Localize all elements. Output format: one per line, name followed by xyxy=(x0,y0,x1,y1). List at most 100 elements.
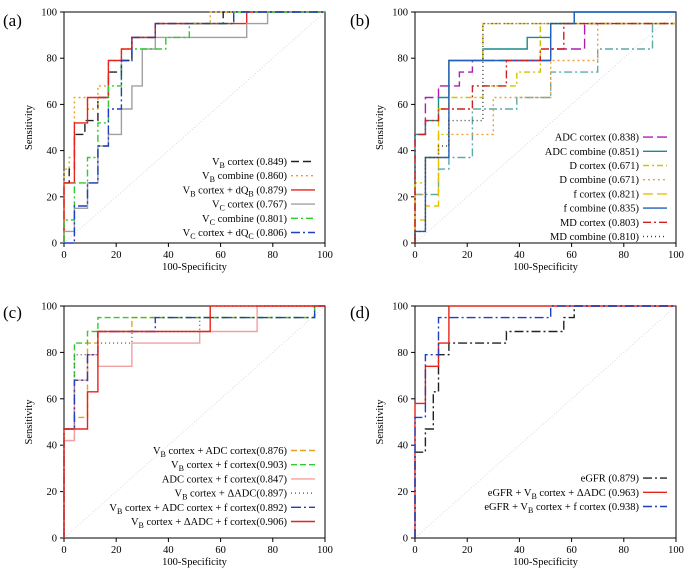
x-tick-label: 100 xyxy=(317,545,333,556)
y-tick-label: 60 xyxy=(398,394,409,405)
x-tick-label: 60 xyxy=(215,545,226,556)
x-tick-label: 20 xyxy=(462,250,473,261)
x-tick-label: 20 xyxy=(111,250,122,261)
roc-curve-5 xyxy=(64,11,325,244)
roc-curve-6 xyxy=(414,22,676,243)
roc-curve-4 xyxy=(63,11,325,243)
x-tick-label: 80 xyxy=(619,545,630,556)
y-tick-label: 0 xyxy=(403,534,408,545)
y-tick-label: 80 xyxy=(398,348,409,359)
legend-label: VB cortex (0.849) xyxy=(212,157,288,170)
legend-label: VC combine (0.801) xyxy=(202,214,287,227)
x-tick-label: 0 xyxy=(61,545,66,556)
legend-label: ADC cortex + f cortex(0.847) xyxy=(162,474,288,485)
x-axis-label: 100-Specificity xyxy=(162,262,227,273)
roc-curve-7 xyxy=(414,22,676,243)
x-tick-label: 40 xyxy=(514,250,525,261)
y-tick-label: 60 xyxy=(47,100,58,111)
y-axis-label: Sensitivity xyxy=(375,104,386,150)
legend-label: VB cortex + ΔADC + f cortex(0.906) xyxy=(131,517,288,530)
x-tick-label: 0 xyxy=(412,545,417,556)
reference-diagonal xyxy=(414,11,677,244)
x-axis-label: 100-Specificity xyxy=(513,262,578,273)
roc-curve-1 xyxy=(414,305,676,538)
roc-curve-4 xyxy=(414,22,676,243)
legend-label: MD cortex (0.803) xyxy=(560,218,640,229)
legend-label: VC cortex + dQC (0.806) xyxy=(183,228,288,241)
roc-curve-2 xyxy=(414,305,676,538)
legend-label: ADC cortex (0.838) xyxy=(555,133,640,144)
legend-label: VB cortex + dQB (0.879) xyxy=(183,185,288,198)
legend-label: VB cortex + ΔADC(0.897) xyxy=(174,489,287,502)
y-tick-label: 100 xyxy=(41,302,57,313)
x-tick-label: 80 xyxy=(268,545,279,556)
legend-label: ADC combine (0.851) xyxy=(545,147,640,158)
legend-label: eGFR (0.879) xyxy=(581,474,640,485)
plot-frame xyxy=(63,11,326,244)
x-tick-label: 100 xyxy=(668,250,684,261)
roc-curve-5 xyxy=(414,11,676,243)
y-tick-label: 20 xyxy=(398,487,409,498)
reference-diagonal xyxy=(63,305,326,539)
y-tick-label: 20 xyxy=(47,192,58,203)
roc-panel-0: 0 20 40 60 80 100 0 20 40 60 80 100 100-Specificity S… xyxy=(3,8,333,274)
y-axis-label: Sensitivity xyxy=(24,399,35,445)
roc-panel-1: 0 20 40 60 80 100 0 20 40 60 80 100 100-Specificity S… xyxy=(350,8,684,274)
roc-panel-3: 0 20 40 60 80 100 0 20 40 60 80 100 100-Specificity S… xyxy=(350,302,684,569)
reference-diagonal xyxy=(63,11,326,244)
x-tick-label: 40 xyxy=(163,545,174,556)
legend-label: VB cortex + ADC cortex(0.876) xyxy=(153,446,288,459)
x-tick-label: 80 xyxy=(619,250,630,261)
legend-label: eGFR + VB cortex + ΔADC (0.963) xyxy=(488,488,640,501)
legend-label: eGFR + VB cortex + f cortex (0.938) xyxy=(484,502,639,515)
panel-label: (a) xyxy=(3,11,22,30)
y-tick-label: 20 xyxy=(398,192,409,203)
y-tick-label: 0 xyxy=(52,534,57,545)
roc-curve-5 xyxy=(63,305,325,538)
panel-label: (c) xyxy=(3,303,22,322)
roc-curve-0 xyxy=(414,305,676,538)
legend-label: f cortex (0.821) xyxy=(573,189,639,200)
y-tick-label: 40 xyxy=(398,146,409,157)
legend-label: VC cortex (0.767) xyxy=(212,200,288,213)
x-tick-label: 0 xyxy=(412,250,417,261)
x-tick-label: 0 xyxy=(61,250,66,261)
y-tick-label: 100 xyxy=(41,8,57,19)
y-axis-label: Sensitivity xyxy=(375,399,386,445)
x-tick-label: 60 xyxy=(566,545,577,556)
y-tick-label: 40 xyxy=(47,441,58,452)
y-tick-label: 60 xyxy=(47,394,58,405)
y-tick-label: 40 xyxy=(398,441,409,452)
y-tick-label: 80 xyxy=(47,54,58,65)
legend-label: VB cortex + f cortex(0.903) xyxy=(171,460,287,473)
x-tick-label: 20 xyxy=(462,545,473,556)
roc-curve-extra-0 xyxy=(414,22,676,243)
x-tick-label: 40 xyxy=(163,250,174,261)
legend-label: VB combine (0.860) xyxy=(202,171,287,184)
x-tick-label: 100 xyxy=(317,250,333,261)
legend-label: MD combine (0.810) xyxy=(550,232,639,243)
y-tick-label: 20 xyxy=(47,487,58,498)
roc-curve-3 xyxy=(414,22,676,243)
legend-label: f combine (0.835) xyxy=(563,204,639,215)
panel-label: (b) xyxy=(350,11,370,30)
y-tick-label: 80 xyxy=(398,54,409,65)
panel-label: (d) xyxy=(350,303,370,322)
x-axis-label: 100-Specificity xyxy=(162,557,227,568)
reference-diagonal xyxy=(414,305,677,539)
roc-panel-2: 0 20 40 60 80 100 0 20 40 60 80 100 100-Specificity S… xyxy=(3,302,333,569)
y-tick-label: 0 xyxy=(403,239,408,250)
legend-label: D cortex (0.671) xyxy=(569,161,639,172)
y-axis-label: Sensitivity xyxy=(24,104,35,150)
plot-frame xyxy=(63,305,326,539)
x-tick-label: 20 xyxy=(111,545,122,556)
plot-frame xyxy=(414,11,677,244)
legend-label: D combine (0.671) xyxy=(559,175,639,186)
legend-label: VB cortex + ADC cortex + f cortex(0.892) xyxy=(109,503,287,516)
x-tick-label: 100 xyxy=(668,545,684,556)
roc-curve-3 xyxy=(63,11,325,243)
y-tick-label: 80 xyxy=(47,348,58,359)
x-tick-label: 40 xyxy=(514,545,525,556)
x-tick-label: 80 xyxy=(268,250,279,261)
